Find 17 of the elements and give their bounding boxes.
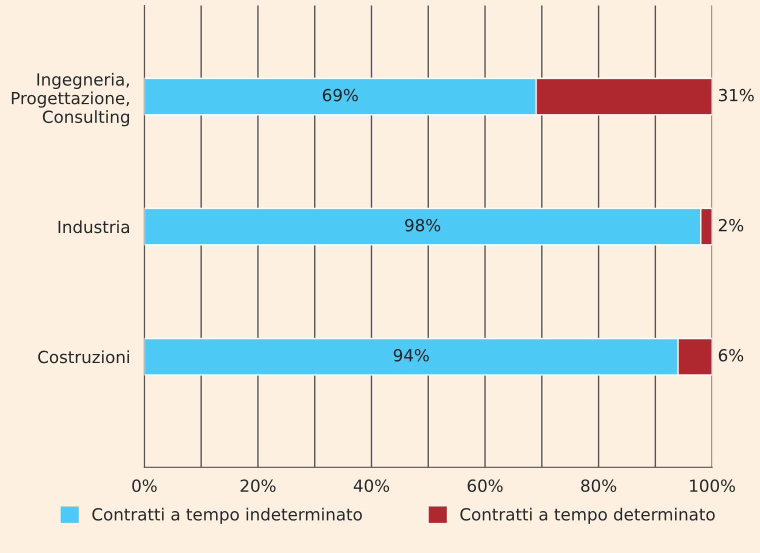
text: 69% [322, 88, 358, 102]
x-tick-label: 20% [240, 479, 276, 492]
legend-label: Contratti a tempo determinato [460, 508, 715, 524]
text: 98% [405, 218, 440, 232]
legend-label: Contratti a tempo indeterminato [92, 508, 362, 524]
text: 31% [718, 88, 754, 102]
text: 6% [718, 348, 744, 362]
x-tick-label: 100% [690, 479, 736, 492]
x-tick-label: 0% [132, 479, 157, 492]
x-tick-label: 40% [354, 479, 390, 492]
x-tick-label: 80% [581, 479, 616, 492]
x-tick-label: 60% [468, 479, 503, 492]
text: 94% [394, 348, 429, 362]
y-tick-label: Ingegneria, Progettazione, Consulting [12, 72, 129, 126]
text: 2% [718, 218, 744, 232]
y-tick-label: Industria [58, 220, 129, 234]
y-tick-label: Costruzioni [38, 350, 129, 364]
